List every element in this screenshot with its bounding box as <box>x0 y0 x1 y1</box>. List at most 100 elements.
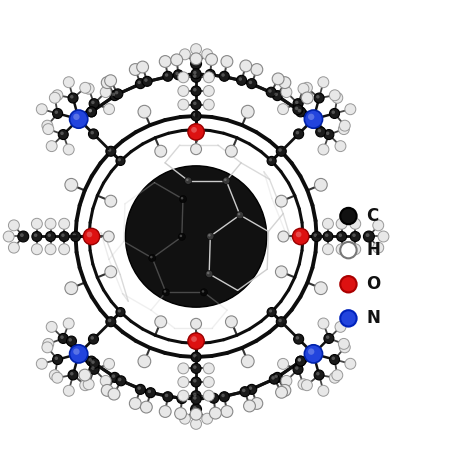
Circle shape <box>179 195 187 203</box>
Circle shape <box>193 406 197 410</box>
Circle shape <box>324 333 334 343</box>
Circle shape <box>52 90 63 101</box>
Circle shape <box>226 145 237 157</box>
Circle shape <box>268 89 272 93</box>
Circle shape <box>298 379 309 390</box>
Circle shape <box>191 58 201 69</box>
Circle shape <box>73 349 80 355</box>
Circle shape <box>188 333 204 349</box>
Circle shape <box>191 391 201 401</box>
Circle shape <box>279 77 291 88</box>
Circle shape <box>118 158 121 161</box>
Circle shape <box>278 319 282 322</box>
Circle shape <box>203 377 214 387</box>
Text: O: O <box>366 275 381 293</box>
Circle shape <box>296 336 299 340</box>
Circle shape <box>345 104 356 114</box>
Circle shape <box>181 197 183 200</box>
Circle shape <box>46 231 55 242</box>
Circle shape <box>147 390 151 393</box>
Circle shape <box>105 75 117 87</box>
Circle shape <box>79 369 91 381</box>
Circle shape <box>271 376 275 380</box>
Circle shape <box>178 363 189 374</box>
Text: H: H <box>366 241 381 259</box>
Circle shape <box>350 231 360 242</box>
Circle shape <box>318 144 329 155</box>
Circle shape <box>150 256 153 258</box>
Circle shape <box>299 232 308 241</box>
Circle shape <box>109 372 120 382</box>
Circle shape <box>273 91 283 101</box>
Circle shape <box>178 390 189 401</box>
Circle shape <box>340 208 356 224</box>
Circle shape <box>314 93 324 103</box>
Circle shape <box>304 345 322 363</box>
Circle shape <box>193 393 197 396</box>
Circle shape <box>118 309 121 313</box>
Circle shape <box>378 231 389 242</box>
Circle shape <box>251 63 263 75</box>
Circle shape <box>63 318 74 329</box>
Circle shape <box>295 101 299 104</box>
Circle shape <box>112 93 115 96</box>
Circle shape <box>206 53 218 65</box>
Circle shape <box>207 233 214 240</box>
Circle shape <box>129 398 141 410</box>
Circle shape <box>191 394 201 404</box>
Circle shape <box>298 358 301 362</box>
Circle shape <box>180 235 182 237</box>
Circle shape <box>308 349 314 355</box>
Circle shape <box>45 244 56 254</box>
Text: N: N <box>366 309 381 327</box>
Circle shape <box>281 376 292 386</box>
Circle shape <box>126 166 267 307</box>
Circle shape <box>275 386 287 398</box>
Circle shape <box>191 111 201 121</box>
Circle shape <box>267 157 276 166</box>
Circle shape <box>71 231 81 242</box>
Circle shape <box>193 127 197 130</box>
Circle shape <box>89 359 99 368</box>
Circle shape <box>296 232 301 237</box>
Circle shape <box>47 234 51 237</box>
Circle shape <box>295 366 299 370</box>
Circle shape <box>193 74 197 78</box>
Circle shape <box>193 61 197 64</box>
Circle shape <box>86 234 90 237</box>
Circle shape <box>165 73 168 77</box>
Circle shape <box>49 370 60 381</box>
Circle shape <box>325 234 328 237</box>
Circle shape <box>86 356 97 366</box>
Circle shape <box>296 107 306 117</box>
Circle shape <box>73 114 80 120</box>
Circle shape <box>329 372 340 383</box>
Circle shape <box>89 109 92 113</box>
Circle shape <box>269 309 272 313</box>
Circle shape <box>138 355 151 368</box>
Circle shape <box>267 307 276 316</box>
Circle shape <box>207 71 211 75</box>
Circle shape <box>301 82 312 93</box>
Circle shape <box>336 219 347 229</box>
Circle shape <box>193 366 197 369</box>
Circle shape <box>191 339 201 348</box>
Circle shape <box>174 408 186 420</box>
Circle shape <box>203 363 214 374</box>
Circle shape <box>205 70 215 79</box>
Circle shape <box>191 352 201 362</box>
Circle shape <box>190 408 202 420</box>
Circle shape <box>164 290 166 293</box>
Circle shape <box>177 394 187 403</box>
Circle shape <box>136 79 146 88</box>
Circle shape <box>190 53 202 65</box>
Circle shape <box>146 388 155 398</box>
Circle shape <box>100 376 111 386</box>
Circle shape <box>242 389 246 392</box>
Circle shape <box>68 370 78 380</box>
Circle shape <box>332 370 343 381</box>
Circle shape <box>191 363 201 373</box>
Circle shape <box>210 407 221 419</box>
Circle shape <box>249 386 252 390</box>
Circle shape <box>91 366 95 370</box>
